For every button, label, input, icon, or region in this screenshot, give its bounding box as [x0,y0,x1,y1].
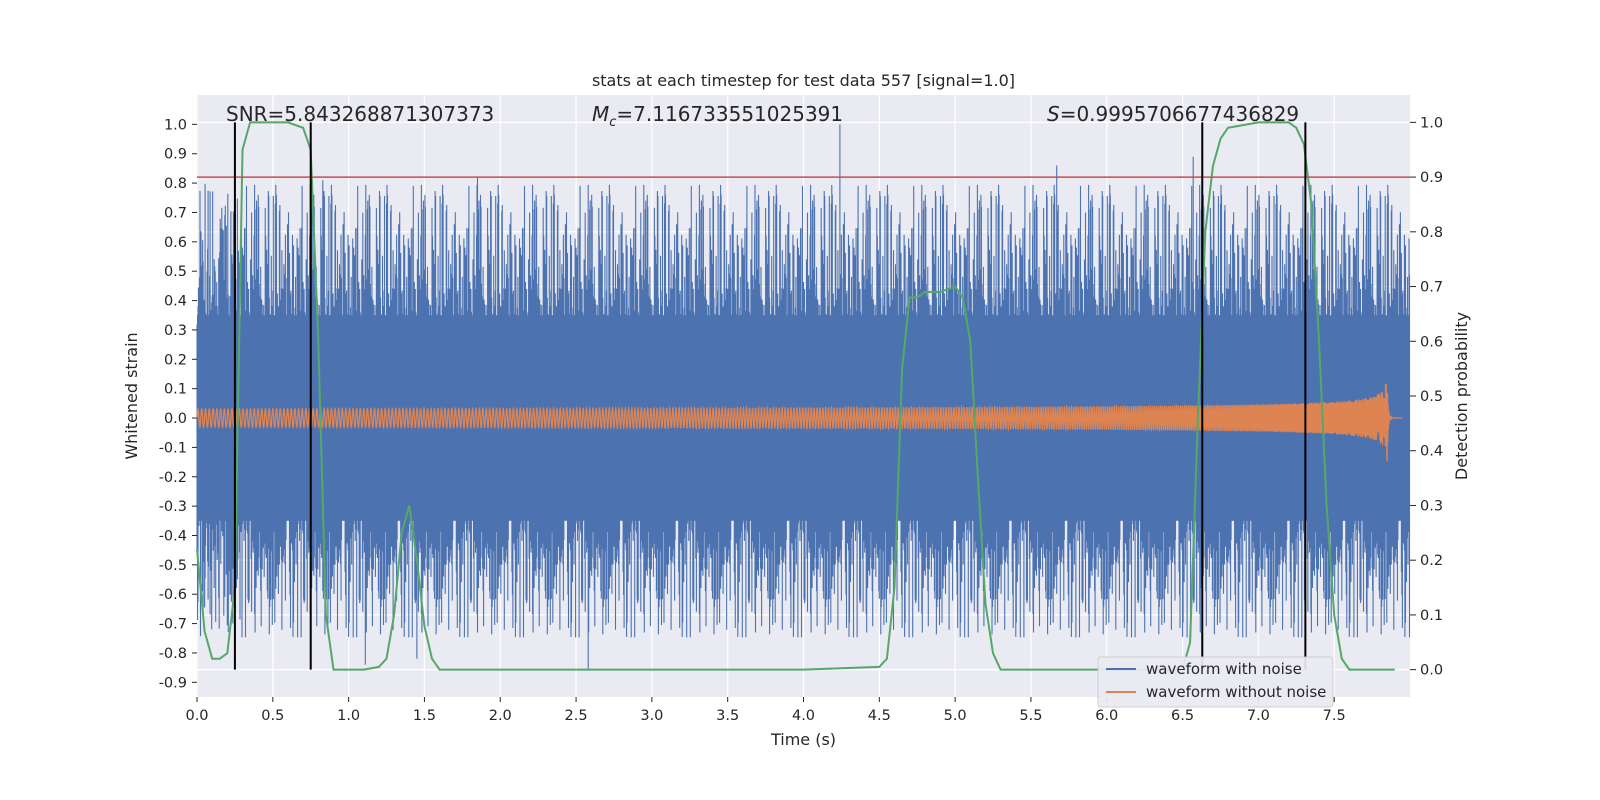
chart-title: stats at each timestep for test data 557… [592,71,1015,90]
y-left-tick-label: 0.8 [164,176,187,192]
x-tick-label: 6.0 [1095,708,1118,724]
y-left-tick-label: -0.3 [159,499,187,515]
x-tick-label: 5.0 [944,708,967,724]
y-right-tick-label: 0.4 [1420,444,1443,460]
y-left-tick-label: -0.8 [159,646,187,662]
x-axis-ticks: 0.0 0.5 1.0 1.5 2.0 2.5 3.0 3.5 4.0 4.5 5.0 5.5 6.0 6… [185,697,1346,724]
s-value: =0.9995706677436829 [1060,102,1299,126]
y-right-tick-label: 0.1 [1420,608,1443,624]
x-tick-label: 0.5 [261,708,284,724]
y-left-tick-label: -0.7 [159,617,187,633]
y-right-tick-label: 0.5 [1420,389,1443,405]
s-symbol: S [1047,102,1060,126]
y-right-tick-label: 1.0 [1420,115,1443,131]
y-left-tick-label: -0.2 [159,470,187,486]
x-tick-label: 4.5 [868,708,891,724]
y-right-tick-label: 0.6 [1420,334,1443,350]
y-left-tick-label: -0.1 [159,440,187,456]
annotation-chirp-mass: Mc=7.116733551025391 [592,102,843,130]
y-left-tick-label: 0.4 [164,294,187,310]
x-tick-label: 3.5 [716,708,739,724]
x-tick-label: 0.0 [185,708,208,724]
y-left-tick-label: -0.6 [159,587,187,603]
x-tick-label: 2.5 [565,708,588,724]
x-tick-label: 6.5 [1171,708,1194,724]
y-left-tick-label: 0.9 [164,147,187,163]
y-right-tick-label: 0.8 [1420,225,1443,241]
series-detection-probability [196,121,1395,671]
x-tick-label: 4.0 [792,708,815,724]
annotation-snr: SNR=5.843268871307373 [226,102,494,126]
y-right-tick-label: 0.3 [1420,498,1443,514]
x-tick-label: 5.5 [1019,708,1042,724]
y-right-tick-label: 0.0 [1420,663,1443,679]
y-right-tick-label: 0.9 [1420,170,1443,186]
y-right-axis-label: Detection probability [1452,312,1471,480]
x-tick-label: 7.5 [1323,708,1346,724]
probability-trace [196,121,1395,671]
legend-label-noise: waveform with noise [1146,660,1302,678]
y-left-tick-label: 0.1 [164,382,187,398]
y-left-tick-label: -0.9 [159,675,187,691]
y-left-tick-label: -0.4 [159,528,187,544]
x-tick-label: 2.0 [489,708,512,724]
y-left-axis-ticks: 1.0 0.9 0.8 0.7 0.6 0.5 0.4 0.3 0.2 0.1 0.0 -0.1 -0.… [159,117,197,691]
y-left-tick-label: 0.7 [164,205,187,221]
mc-subscript: c [609,115,616,130]
annotation-score: S=0.9995706677436829 [1047,102,1299,126]
y-right-tick-label: 0.7 [1420,280,1443,296]
x-tick-label: 7.0 [1247,708,1270,724]
x-tick-label: 1.5 [413,708,436,724]
y-left-tick-label: 0.0 [164,411,187,427]
x-axis-label: Time (s) [770,730,836,749]
legend: waveform with noise waveform without noi… [1097,656,1334,708]
x-tick-label: 1.0 [337,708,360,724]
x-tick-label: 3.0 [640,708,663,724]
legend-label-clean: waveform without noise [1146,683,1326,701]
detection-interval-lines [233,122,1307,670]
y-left-axis-label: Whitened strain [122,332,141,459]
y-right-tick-label: 0.2 [1420,553,1443,569]
mc-value: =7.116733551025391 [616,102,843,126]
mc-symbol: M [592,102,609,126]
y-left-tick-label: 1.0 [164,117,187,133]
legend-box [1097,656,1334,708]
y-left-tick-label: 0.5 [164,264,187,280]
y-right-axis-ticks: 1.0 0.9 0.8 0.7 0.6 0.5 0.4 0.3 0.2 0.1 0.0 [1410,115,1443,679]
y-left-tick-label: -0.5 [159,558,187,574]
y-left-tick-label: 0.6 [164,235,187,251]
y-left-tick-label: 0.3 [164,323,187,339]
y-left-tick-label: 0.2 [164,352,187,368]
